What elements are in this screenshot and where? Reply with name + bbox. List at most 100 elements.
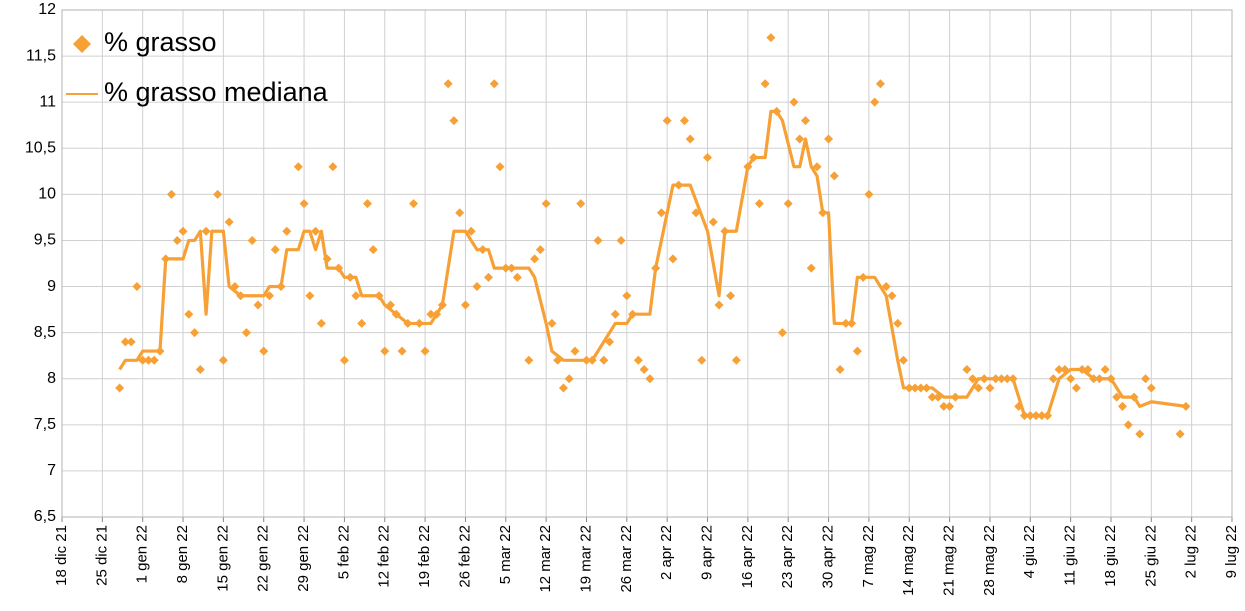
point xyxy=(380,346,390,356)
labels: 6,5 7 7,5 8 8,5 9 9,5 10 10,5 11 11,5 12 18 dic 21 25… xyxy=(25,1,1240,596)
point xyxy=(172,235,182,245)
y-tick-label: 11,5 xyxy=(26,47,56,64)
point xyxy=(605,337,615,347)
point xyxy=(1175,429,1185,439)
point xyxy=(973,383,983,393)
point xyxy=(570,346,580,356)
point xyxy=(264,291,274,301)
point xyxy=(167,189,177,199)
x-tick-label: 16 apr 22 xyxy=(739,525,756,588)
point xyxy=(512,272,522,282)
x-tick-label: 23 apr 22 xyxy=(779,525,796,588)
point xyxy=(703,152,713,162)
point xyxy=(409,199,419,209)
point xyxy=(184,309,194,319)
y-tick-label: 8 xyxy=(47,370,56,387)
point xyxy=(1112,392,1122,402)
point xyxy=(679,116,689,126)
point xyxy=(558,383,568,393)
x-tick-label: 19 mar 22 xyxy=(577,525,594,593)
y-tick-label: 11 xyxy=(39,93,56,110)
x-tick-label: 25 giu 22 xyxy=(1142,525,1159,587)
legend: % grasso % grasso mediana xyxy=(66,27,329,107)
point xyxy=(299,199,309,209)
point xyxy=(305,291,315,301)
point xyxy=(484,272,494,282)
marks xyxy=(115,33,1191,439)
point xyxy=(881,282,891,292)
point xyxy=(685,134,695,144)
point xyxy=(541,199,551,209)
x-tick-label: 26 feb 22 xyxy=(456,525,473,588)
x-tick-label: 1 gen 22 xyxy=(134,525,151,583)
y-tick-label: 12 xyxy=(38,1,56,18)
point xyxy=(466,226,476,236)
point xyxy=(1141,374,1151,384)
point xyxy=(962,365,972,375)
point xyxy=(968,374,978,384)
point xyxy=(777,328,787,338)
point xyxy=(282,226,292,236)
point xyxy=(530,254,540,264)
y-tick-label: 7 xyxy=(47,462,56,479)
point xyxy=(852,346,862,356)
point xyxy=(339,355,349,365)
point xyxy=(789,97,799,107)
x-tick-label: 12 feb 22 xyxy=(376,525,393,588)
point xyxy=(293,162,303,172)
median-line xyxy=(118,109,1187,418)
point xyxy=(524,355,534,365)
point xyxy=(1066,374,1076,384)
legend-label: % grasso mediana xyxy=(104,77,329,107)
x-tick-label: 25 dic 21 xyxy=(93,525,110,586)
point xyxy=(357,318,367,328)
point xyxy=(1100,365,1110,375)
point xyxy=(870,97,880,107)
point xyxy=(253,300,263,310)
point xyxy=(1071,383,1081,393)
point xyxy=(368,245,378,255)
x-tick-label: 14 mag 22 xyxy=(900,525,917,596)
point xyxy=(449,116,459,126)
x-tick-label: 7 mag 22 xyxy=(860,525,877,588)
x-tick-label: 28 mag 22 xyxy=(981,525,998,596)
point xyxy=(645,374,655,384)
point xyxy=(714,300,724,310)
point xyxy=(455,208,465,218)
point xyxy=(945,401,955,411)
y-tick-label: 7,5 xyxy=(34,416,56,433)
point xyxy=(576,199,586,209)
x-tick-label: 15 gen 22 xyxy=(214,525,231,592)
point xyxy=(616,235,626,245)
point xyxy=(472,282,482,292)
point xyxy=(201,226,211,236)
x-tick-label: 4 giu 22 xyxy=(1021,525,1038,578)
point xyxy=(132,282,142,292)
point xyxy=(985,383,995,393)
x-tick-label: 26 mar 22 xyxy=(618,525,635,593)
point xyxy=(610,309,620,319)
point xyxy=(259,346,269,356)
point xyxy=(547,318,557,328)
y-tick-label: 8,5 xyxy=(34,324,56,341)
x-tick-label: 21 mag 22 xyxy=(941,525,958,596)
point xyxy=(460,300,470,310)
point xyxy=(731,355,741,365)
point xyxy=(178,226,188,236)
point xyxy=(824,134,834,144)
point xyxy=(247,235,257,245)
point xyxy=(697,355,707,365)
point xyxy=(708,217,718,227)
legend-label: % grasso xyxy=(104,27,217,57)
x-tick-label: 2 apr 22 xyxy=(658,525,675,580)
point xyxy=(639,365,649,375)
x-tick-label: 9 apr 22 xyxy=(698,525,715,580)
point xyxy=(766,33,776,43)
point xyxy=(760,79,770,89)
point xyxy=(270,245,280,255)
point xyxy=(800,116,810,126)
point xyxy=(893,318,903,328)
point xyxy=(126,337,136,347)
